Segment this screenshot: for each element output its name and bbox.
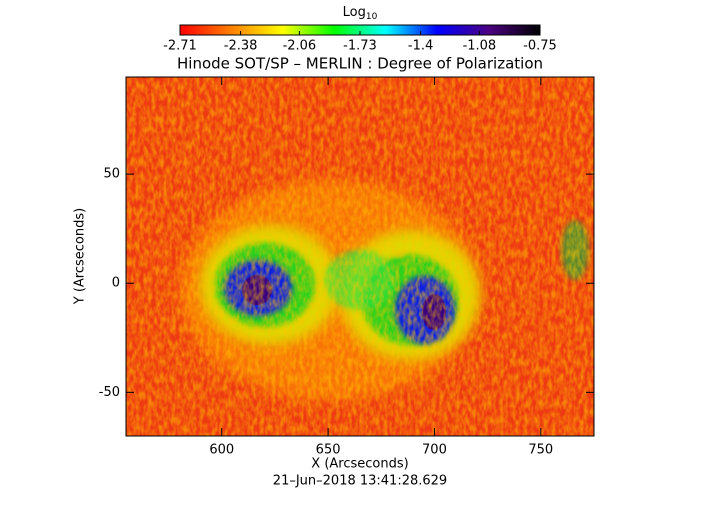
- colorbar-label-text: Log: [343, 5, 366, 20]
- x-tick-label: 650: [316, 443, 341, 458]
- x-tick-label: 700: [422, 443, 447, 458]
- colorbar-tick-label: -1.73: [343, 39, 377, 54]
- colorbar-tick-label: -1.4: [408, 39, 433, 54]
- x-axis-label: X (Arcseconds): [311, 457, 408, 472]
- date-label: 21–Jun–2018 13:41:28.629: [273, 474, 447, 489]
- colorbar-label: Log10: [343, 5, 378, 22]
- polarization-map: [126, 77, 594, 436]
- y-axis-label: Y (Arcseconds): [73, 208, 88, 305]
- colorbar-tick-label: -2.38: [224, 39, 258, 54]
- y-tick-label: 0: [112, 276, 120, 291]
- y-tick-label: -50: [99, 385, 120, 400]
- colorbar-label-subscript: 10: [366, 12, 378, 22]
- colorbar-tick-label: -1.08: [463, 39, 497, 54]
- colorbar-tick-label: -2.71: [163, 39, 197, 54]
- plot-frame: [125, 76, 595, 437]
- colorbar-tick-label: -0.75: [523, 39, 557, 54]
- y-tick-label: 50: [103, 167, 120, 182]
- chart-title: Hinode SOT/SP – MERLIN : Degree of Polar…: [177, 55, 543, 73]
- colorbar-tick-label: -2.06: [283, 39, 317, 54]
- x-tick-label: 750: [528, 443, 553, 458]
- x-tick-label: 600: [209, 443, 234, 458]
